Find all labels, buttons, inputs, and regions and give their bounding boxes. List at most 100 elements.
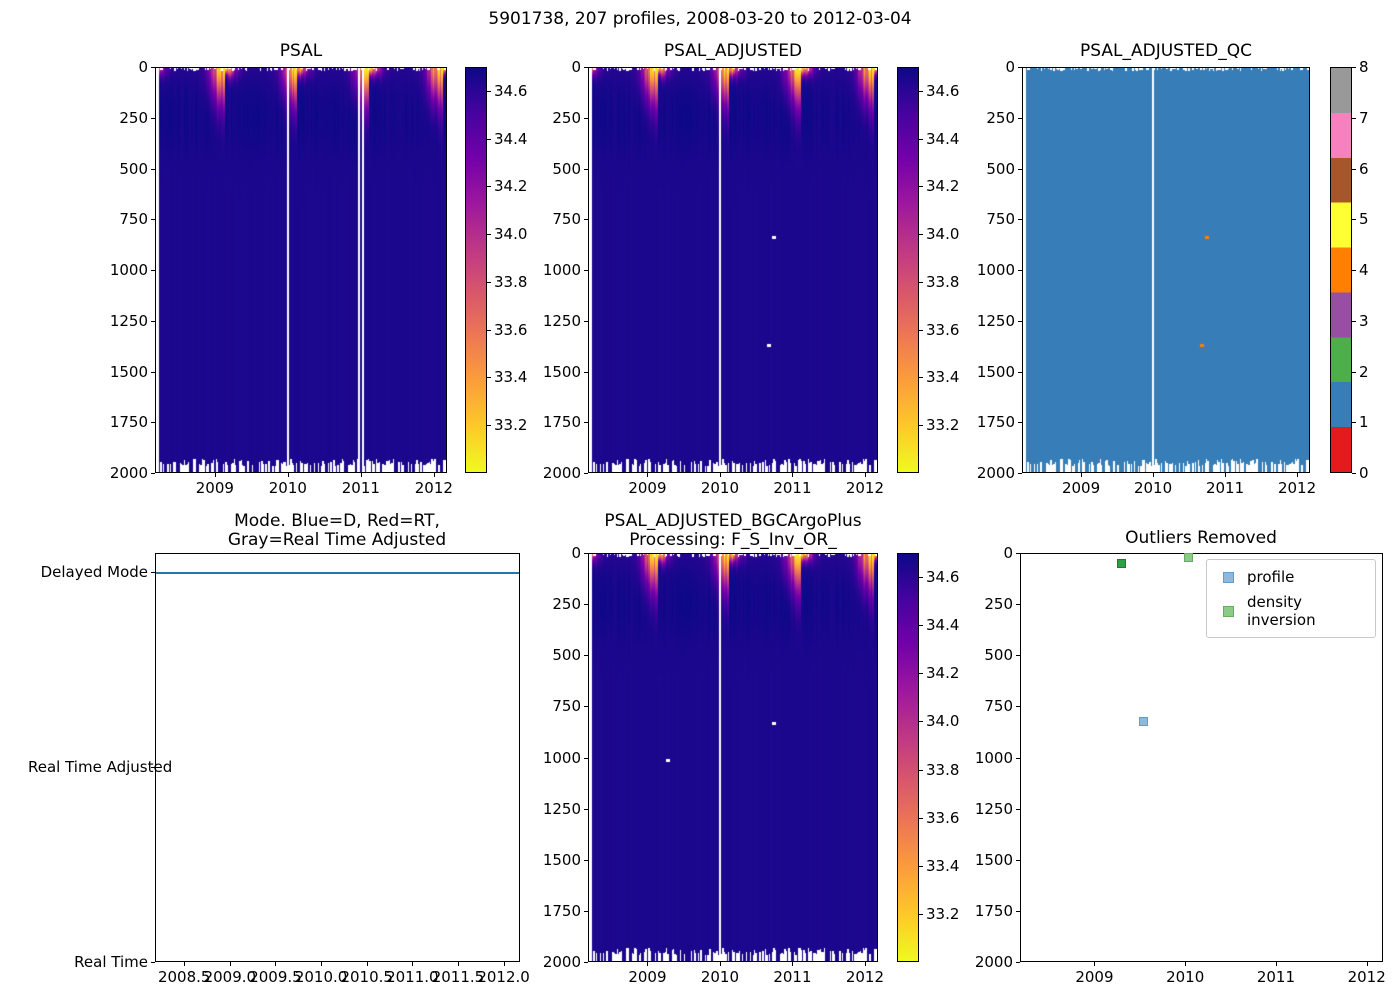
y-tick-mark: [584, 67, 588, 68]
colorbar-tick-label: 34.2: [926, 664, 960, 683]
y-tick-label: 2000: [974, 953, 1013, 971]
x-tick-mark: [647, 962, 649, 966]
psal-title: PSAL: [279, 41, 323, 61]
y-tick-mark: [1352, 168, 1356, 170]
x-tick-mark: [366, 962, 368, 966]
y-tick-mark: [584, 473, 588, 474]
y-tick-mark: [487, 138, 491, 140]
y-tick-mark: [151, 219, 155, 221]
colorbar-tick-label: 34.4: [926, 129, 960, 148]
y-tick-mark: [584, 962, 588, 963]
y-tick-mark: [919, 769, 923, 771]
x-tick-label: 2009: [1075, 968, 1114, 986]
y-tick-label: Real Time: [74, 953, 148, 971]
y-tick-mark: [1018, 422, 1022, 424]
colorbar-tick-label: 3: [1359, 311, 1369, 330]
y-tick-label: 250: [552, 595, 581, 614]
y-tick-label: 500: [986, 159, 1015, 178]
y-tick-mark: [584, 553, 588, 554]
colorbar-tick-label: 34.6: [926, 81, 960, 100]
x-tick-mark: [412, 962, 414, 966]
y-tick-label: Real Time Adjusted: [28, 758, 173, 777]
y-tick-label: 1000: [974, 748, 1013, 767]
mode-title-line2: Gray=Real Time Adjusted: [227, 530, 447, 550]
y-tick-mark: [584, 422, 588, 424]
y-tick-mark: [1016, 859, 1020, 861]
x-tick-label: 2010: [1166, 968, 1205, 986]
y-tick-mark: [584, 168, 588, 170]
y-tick-label: 1750: [976, 413, 1015, 432]
figure-title: 5901738, 207 profiles, 2008-03-20 to 201…: [488, 9, 912, 29]
y-tick-label: 250: [119, 108, 148, 127]
y-tick-mark: [151, 371, 155, 373]
salinity-colorbar: [897, 553, 919, 962]
PSAL_ADJUSTED-canvas: [589, 68, 877, 472]
x-tick-mark: [275, 962, 277, 966]
x-tick-label: 2012: [414, 479, 453, 497]
y-tick-mark: [1016, 962, 1020, 963]
y-tick-mark: [584, 910, 588, 912]
x-tick-label: 2012: [845, 479, 885, 497]
salinity-colorbar: [897, 67, 919, 473]
colorbar-tick-label: 1: [1359, 413, 1369, 432]
y-tick-label: 1250: [542, 799, 581, 818]
y-tick-label: 2000: [109, 464, 148, 482]
bgc-heatmap-axes: [588, 553, 878, 962]
y-tick-mark: [151, 117, 155, 119]
y-tick-mark: [919, 377, 923, 379]
colorbar-tick-label: 33.4: [926, 856, 960, 875]
y-tick-mark: [584, 808, 588, 810]
colorbar-tick-label: 33.6: [926, 320, 960, 339]
y-tick-mark: [919, 721, 923, 723]
y-tick-mark: [919, 673, 923, 675]
y-tick-mark: [1016, 757, 1020, 759]
colorbar-tick-label: 7: [1359, 108, 1369, 127]
y-tick-mark: [919, 913, 923, 915]
y-tick-mark: [487, 425, 491, 427]
x-tick-label: 2012: [1277, 479, 1317, 497]
y-tick-mark: [584, 270, 588, 271]
PSAL_ADJUSTED_QC-canvas: [1023, 68, 1309, 472]
x-tick-mark: [321, 962, 323, 966]
y-tick-mark: [1018, 270, 1022, 271]
y-tick-mark: [1018, 117, 1022, 119]
legend-label-density-inversion: density inversion: [1247, 593, 1316, 629]
x-tick-label: 2009: [1061, 479, 1101, 497]
legend: profile density inversion: [1206, 559, 1376, 638]
PSAL_ADJUSTED_BGCArgoPlus-canvas: [589, 554, 877, 961]
colorbar-tick-label: 33.4: [494, 368, 528, 387]
y-tick-mark: [1018, 168, 1022, 170]
y-tick-mark: [919, 625, 923, 627]
y-tick-label: 500: [552, 646, 581, 665]
y-tick-mark: [1016, 808, 1020, 810]
y-tick-mark: [151, 473, 155, 474]
y-tick-mark: [151, 962, 155, 963]
y-tick-label: 1750: [542, 413, 581, 432]
y-tick-label: 250: [984, 595, 1013, 614]
y-tick-label: 500: [984, 646, 1013, 665]
delayed-mode-line: [156, 572, 519, 575]
y-tick-label: 1250: [109, 311, 148, 330]
mode-plot-axes: [155, 553, 520, 962]
y-tick-mark: [919, 281, 923, 283]
y-tick-label: 1250: [974, 799, 1013, 818]
legend-entry-density-inversion: density inversion: [1217, 593, 1365, 629]
y-tick-mark: [1016, 910, 1020, 912]
y-tick-mark: [1352, 371, 1356, 373]
x-tick-label: 2012: [845, 968, 885, 986]
x-tick-label: 2009.0: [203, 968, 257, 986]
y-tick-mark: [151, 270, 155, 271]
y-tick-label: 750: [984, 697, 1013, 716]
x-tick-label: 2009: [628, 479, 667, 497]
x-tick-label: 2012.0: [477, 968, 530, 986]
y-tick-mark: [584, 117, 588, 119]
y-tick-mark: [584, 757, 588, 759]
colorbar-tick-label: 34.0: [926, 712, 960, 731]
x-tick-label: 2011: [1256, 968, 1295, 986]
x-tick-label: 2009: [195, 479, 234, 497]
y-tick-label: 0: [1003, 544, 1013, 562]
x-tick-label: 2010: [700, 968, 740, 986]
y-tick-mark: [919, 138, 923, 140]
y-tick-label: 250: [986, 108, 1015, 127]
